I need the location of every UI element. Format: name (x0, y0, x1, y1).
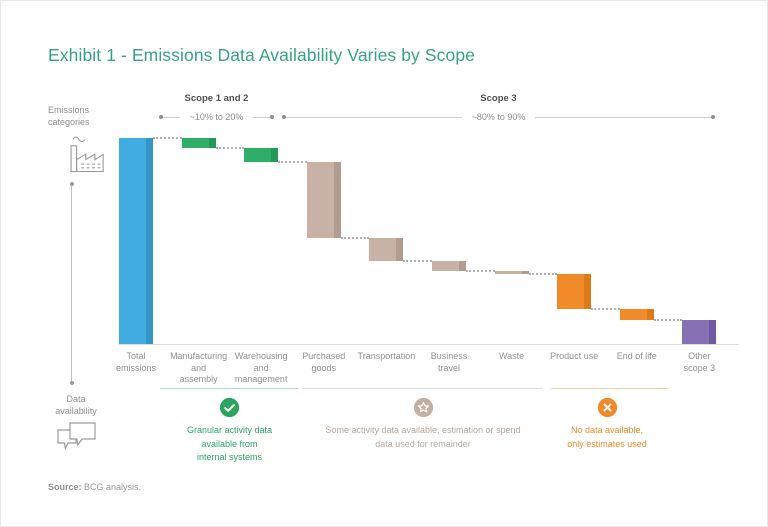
line-segment (163, 116, 180, 118)
legend-estimated: No data available, only estimates used (522, 397, 692, 451)
connector-line (403, 259, 432, 262)
scope-1-2-bracket: Scope 1 and 2 ~10% to 20% (159, 93, 275, 122)
scope-1-2-range-line: ~10% to 20% (159, 112, 275, 122)
side-connector-line (69, 182, 74, 385)
bar-other-scope-3 (682, 320, 717, 344)
bar-label: Purchased goods (302, 351, 346, 373)
line-end-dot (159, 115, 163, 119)
check-circle-icon (219, 397, 240, 418)
line-end-dot (69, 182, 74, 186)
connector-line (215, 147, 245, 150)
line-end-dot (282, 115, 286, 119)
legend-partial: Some activity data available, estimation… (286, 397, 560, 451)
source-text: BCG analysis. (81, 482, 142, 492)
line-segment (253, 116, 271, 118)
x-axis-line (119, 344, 739, 345)
connector-line (153, 137, 182, 139)
bar-waste (494, 270, 529, 274)
bar-label: Total emissions (115, 351, 156, 373)
line-end-dot (711, 115, 716, 119)
connector-line (340, 236, 370, 239)
connector-line (278, 160, 307, 163)
bar-label: Warehousing and management (234, 351, 288, 385)
bar-label: End of life (616, 351, 657, 361)
line-segment (535, 116, 712, 118)
x-circle-icon (597, 397, 617, 418)
legend-granular-text: Granular activity data available from in… (186, 425, 273, 462)
bar-end-of-life (619, 308, 654, 321)
line-end-dot (270, 115, 275, 119)
bar-total-emissions (119, 138, 153, 344)
emissions-categories-label: Emissions categories (48, 105, 90, 128)
legend-rule-granular (160, 388, 298, 389)
bar-manufacturing-and-assembly (181, 138, 216, 149)
factory-icon (70, 136, 105, 173)
page-title: Exhibit 1 - Emissions Data Availability … (48, 45, 475, 65)
scope-3-bracket: Scope 3 ~80% to 90% (282, 93, 716, 122)
legend-granular: Granular activity data available from in… (147, 397, 312, 465)
legend-rule-estimated (551, 388, 668, 389)
line-segment (286, 116, 462, 118)
legend-partial-text: Some activity data available, estimation… (325, 425, 521, 449)
connector-line (653, 319, 683, 322)
scope-1-2-range: ~10% to 20% (189, 112, 244, 122)
bar-label: Product use (550, 351, 599, 361)
bar-warehousing-and-management (244, 148, 279, 162)
bar-label: Business travel (430, 351, 468, 373)
scope-3-label: Scope 3 (480, 93, 517, 104)
connector-line (591, 307, 620, 310)
bar-business-travel (432, 260, 466, 271)
data-availability-label: Data availability (55, 394, 97, 417)
bar-label: Waste (499, 351, 525, 361)
legend-rule-partial (303, 388, 543, 389)
star-circle-icon (413, 397, 433, 418)
connector-line (466, 269, 495, 272)
connector-line (528, 272, 558, 275)
scope-3-range: ~80% to 90% (471, 112, 526, 122)
waterfall-chart: Total emissions Manufacturing and assembl… (116, 137, 739, 384)
line-end-dot (69, 381, 74, 385)
legend-estimated-text: No data available, only estimates used (567, 425, 647, 449)
bar-transportation (369, 237, 404, 261)
source-note: Source: BCG analysis. (48, 482, 141, 492)
scope-3-range-line: ~80% to 90% (282, 112, 716, 122)
source-label: Source: (48, 482, 82, 492)
bar-label: Transportation (357, 351, 416, 361)
bar-label: Manufacturing and assembly (170, 351, 228, 385)
bar-product-use (557, 273, 592, 309)
speech-bubbles-icon (57, 422, 96, 451)
scope-1-2-label: Scope 1 and 2 (184, 93, 249, 104)
bar-purchased-goods (306, 161, 341, 238)
bar-label: Other scope 3 (683, 351, 716, 373)
